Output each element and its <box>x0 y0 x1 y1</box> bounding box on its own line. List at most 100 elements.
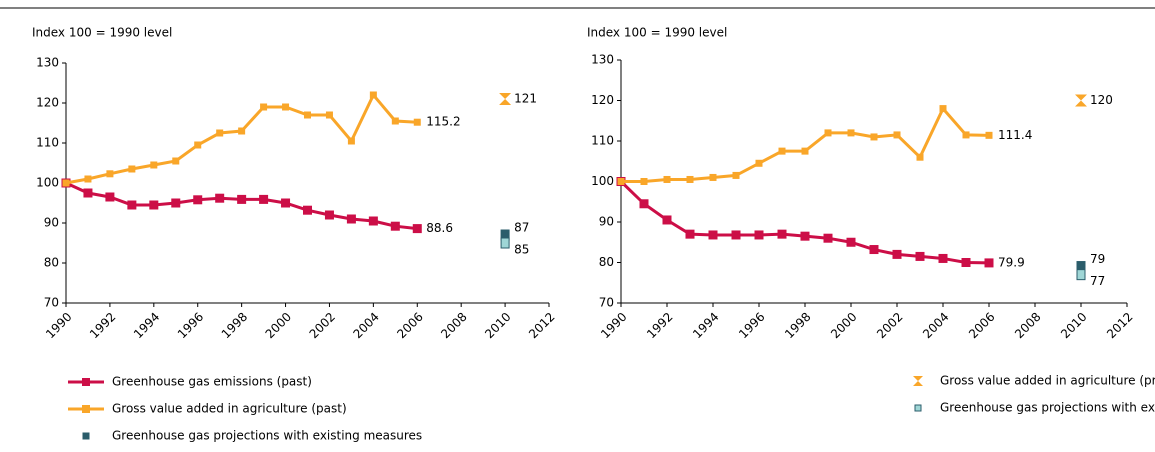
marker <box>346 214 356 224</box>
marker <box>149 200 159 210</box>
marker <box>500 237 510 249</box>
marker <box>216 129 224 137</box>
marker <box>915 251 925 261</box>
legend-label: Greenhouse gas projections with existing… <box>112 429 422 443</box>
y-tick-label: 70 <box>599 296 614 310</box>
marker <box>391 117 399 125</box>
x-tick-label: 2000 <box>263 310 294 341</box>
marker <box>617 178 625 185</box>
data-label: 121 <box>514 92 537 106</box>
y-tick-label: 130 <box>591 53 614 67</box>
y-tick-label: 90 <box>44 216 59 230</box>
y-tick-label: 120 <box>36 96 59 110</box>
marker <box>193 195 203 205</box>
marker <box>106 170 114 178</box>
marker <box>260 103 268 111</box>
x-tick-label: 1990 <box>43 310 74 341</box>
data-label: 79.9 <box>998 255 1025 269</box>
x-tick-label: 2010 <box>1058 310 1089 341</box>
marker <box>281 198 291 208</box>
marker <box>1075 94 1087 107</box>
y-tick-label: 110 <box>36 136 59 150</box>
x-tick-label: 1996 <box>736 310 767 341</box>
y-tick-label: 80 <box>44 256 59 270</box>
legend-marker <box>82 405 90 413</box>
x-tick-label: 2012 <box>1104 310 1135 341</box>
x-tick-label: 2004 <box>920 310 951 341</box>
marker <box>259 194 269 204</box>
marker <box>304 111 311 119</box>
marker <box>390 221 400 231</box>
x-tick-label: 2012 <box>526 310 557 341</box>
legend-label: Gross value added in agriculture (projec… <box>940 374 1155 388</box>
legend-marker <box>913 376 923 386</box>
marker <box>685 229 695 239</box>
marker <box>127 200 137 210</box>
marker <box>150 161 158 169</box>
marker <box>962 131 970 139</box>
x-tick-label: 2006 <box>966 310 997 341</box>
x-tick-label: 1996 <box>175 310 206 341</box>
marker <box>824 129 832 137</box>
legend-label: Greenhouse gas emissions (past) <box>112 375 312 389</box>
marker <box>172 157 180 165</box>
series-line <box>619 180 990 265</box>
x-tick-label: 2002 <box>874 310 905 341</box>
marker <box>893 131 901 139</box>
marker <box>237 194 247 204</box>
marker <box>892 249 902 259</box>
marker <box>640 178 648 185</box>
legend-marker <box>82 432 90 440</box>
marker <box>128 165 136 173</box>
marker <box>1076 269 1086 281</box>
marker <box>869 245 879 255</box>
data-label: 85 <box>514 243 529 257</box>
marker <box>846 237 856 247</box>
x-tick-label: 2006 <box>394 310 425 341</box>
marker <box>347 137 355 145</box>
marker <box>105 192 115 202</box>
marker <box>663 175 671 183</box>
marker <box>985 131 993 139</box>
marker <box>754 230 764 240</box>
marker <box>639 199 649 209</box>
marker <box>238 127 246 135</box>
data-label: 120 <box>1090 93 1113 107</box>
x-tick-label: 2004 <box>350 310 381 341</box>
x-tick-label: 1992 <box>644 310 675 341</box>
marker <box>369 91 377 99</box>
marker <box>847 129 855 137</box>
marker <box>303 205 312 215</box>
legend-marker <box>82 378 90 386</box>
x-tick-label: 2002 <box>307 310 338 341</box>
marker <box>215 193 225 203</box>
data-label: 87 <box>514 221 529 235</box>
marker <box>961 258 971 267</box>
y-axis-label: Index 100 = 1990 level <box>587 26 727 40</box>
marker <box>938 253 948 263</box>
x-tick-label: 2000 <box>828 310 859 341</box>
marker <box>801 147 809 155</box>
marker <box>709 173 717 181</box>
legend-label: Greenhouse gas projections with existing… <box>940 401 1155 415</box>
marker <box>499 93 512 105</box>
data-label: 115.2 <box>426 115 460 129</box>
y-axis-label: Index 100 = 1990 level <box>32 26 172 40</box>
marker <box>171 198 181 208</box>
y-tick-label: 70 <box>44 296 59 310</box>
marker <box>412 224 422 234</box>
x-tick-label: 2010 <box>482 310 513 341</box>
marker <box>731 230 741 240</box>
data-label: 77 <box>1090 274 1105 288</box>
y-tick-label: 130 <box>36 56 59 70</box>
marker <box>870 133 878 141</box>
marker <box>984 258 994 268</box>
y-tick-label: 90 <box>599 215 614 229</box>
x-tick-label: 2008 <box>1012 310 1043 341</box>
marker <box>413 118 421 126</box>
y-tick-label: 80 <box>599 255 614 269</box>
marker <box>368 216 378 226</box>
data-label: 79 <box>1090 252 1105 266</box>
marker <box>778 147 786 155</box>
marker <box>800 231 810 241</box>
